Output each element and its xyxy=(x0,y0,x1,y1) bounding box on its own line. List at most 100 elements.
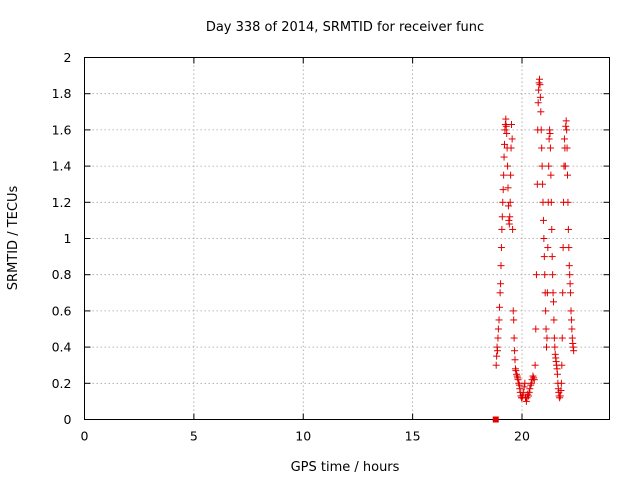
data-point xyxy=(498,225,506,233)
data-point xyxy=(526,385,534,393)
data-point xyxy=(504,184,512,192)
data-point xyxy=(566,271,574,279)
data-point xyxy=(558,334,566,342)
data-point xyxy=(506,198,514,206)
data-point xyxy=(557,387,565,395)
data-point xyxy=(506,213,514,221)
data-point xyxy=(519,392,527,400)
y-tick-label: 0.6 xyxy=(52,303,72,318)
data-point xyxy=(532,271,540,279)
data-point xyxy=(546,130,554,138)
data-point xyxy=(549,271,557,279)
data-point xyxy=(536,93,544,101)
axes: 0 5 10 15 20 0 0.2 0.4 0.6 0.8 1 1.2 1.4 1.6 1.8 2 xyxy=(52,50,610,444)
data-point xyxy=(530,374,538,382)
data-point xyxy=(532,325,540,333)
data-point xyxy=(494,325,502,333)
data-point xyxy=(565,244,573,252)
data-point xyxy=(498,213,506,221)
data-point xyxy=(500,171,508,179)
data-point xyxy=(548,225,556,233)
data-point xyxy=(525,392,533,400)
data-point xyxy=(527,379,535,387)
data-point xyxy=(524,390,532,398)
data-point xyxy=(509,225,517,233)
data-point xyxy=(510,334,518,342)
y-axis-label: SRMTID / TECUs xyxy=(6,186,21,291)
data-point xyxy=(493,352,501,360)
data-point xyxy=(507,144,515,152)
data-point xyxy=(556,392,564,400)
data-point xyxy=(499,198,507,206)
y-tick-label: 1 xyxy=(64,231,72,246)
data-point xyxy=(563,126,571,134)
outlier-point xyxy=(492,416,499,423)
x-tick-label: 10 xyxy=(295,429,311,444)
data-point xyxy=(495,316,503,324)
data-point xyxy=(568,325,576,333)
y-tick-label: 1.4 xyxy=(52,159,72,174)
data-point xyxy=(500,153,508,161)
data-point xyxy=(538,162,546,170)
data-point xyxy=(561,162,569,170)
data-point xyxy=(494,334,502,342)
data-point xyxy=(567,316,575,324)
data-point xyxy=(514,376,522,384)
data-point xyxy=(538,144,546,152)
grid xyxy=(84,57,610,420)
data-point xyxy=(545,162,553,170)
data-point xyxy=(547,171,555,179)
data-point xyxy=(515,379,523,387)
x-tick-label: 20 xyxy=(514,429,530,444)
data-point xyxy=(544,244,552,252)
data-point xyxy=(543,343,550,351)
data-point xyxy=(557,379,565,387)
data-point xyxy=(497,244,505,252)
data-point xyxy=(564,198,572,206)
y-tick-label: 1.2 xyxy=(52,195,72,210)
data-point xyxy=(570,347,578,355)
data-point xyxy=(494,347,501,355)
data-point xyxy=(501,140,508,148)
data-point xyxy=(541,271,549,279)
data-point xyxy=(529,372,537,380)
data-point xyxy=(542,307,550,315)
data-point xyxy=(560,135,568,143)
data-point xyxy=(520,383,528,391)
data-point xyxy=(548,253,556,261)
data-point xyxy=(539,180,547,188)
data-point xyxy=(531,361,539,369)
data-point xyxy=(549,289,557,297)
data-point xyxy=(503,130,511,138)
y-tick-label: 1.8 xyxy=(52,86,72,101)
data-point xyxy=(523,394,531,402)
x-axis-label: GPS time / hours xyxy=(291,460,400,475)
data-point xyxy=(535,86,543,94)
data-point xyxy=(502,115,510,123)
data-point xyxy=(497,262,505,270)
data-point xyxy=(512,367,520,375)
data-point xyxy=(509,307,517,315)
data-point xyxy=(558,361,566,369)
data-point xyxy=(539,216,547,224)
data-point xyxy=(566,280,574,288)
data-point xyxy=(505,220,513,228)
data-point xyxy=(564,225,572,233)
data-point xyxy=(536,81,544,89)
data-point xyxy=(550,298,557,306)
data-point xyxy=(508,120,515,128)
data-point xyxy=(519,388,527,396)
x-tick-label: 0 xyxy=(81,429,89,444)
data-point xyxy=(534,99,542,107)
data-points xyxy=(492,75,578,423)
data-point xyxy=(542,325,550,333)
data-point xyxy=(497,280,505,288)
data-point xyxy=(495,303,503,311)
y-tick-label: 0.4 xyxy=(52,340,72,355)
data-point xyxy=(530,376,538,384)
x-tick-label: 5 xyxy=(190,429,198,444)
data-point xyxy=(504,162,512,170)
data-point xyxy=(502,122,510,130)
x-tick-label: 15 xyxy=(405,429,421,444)
